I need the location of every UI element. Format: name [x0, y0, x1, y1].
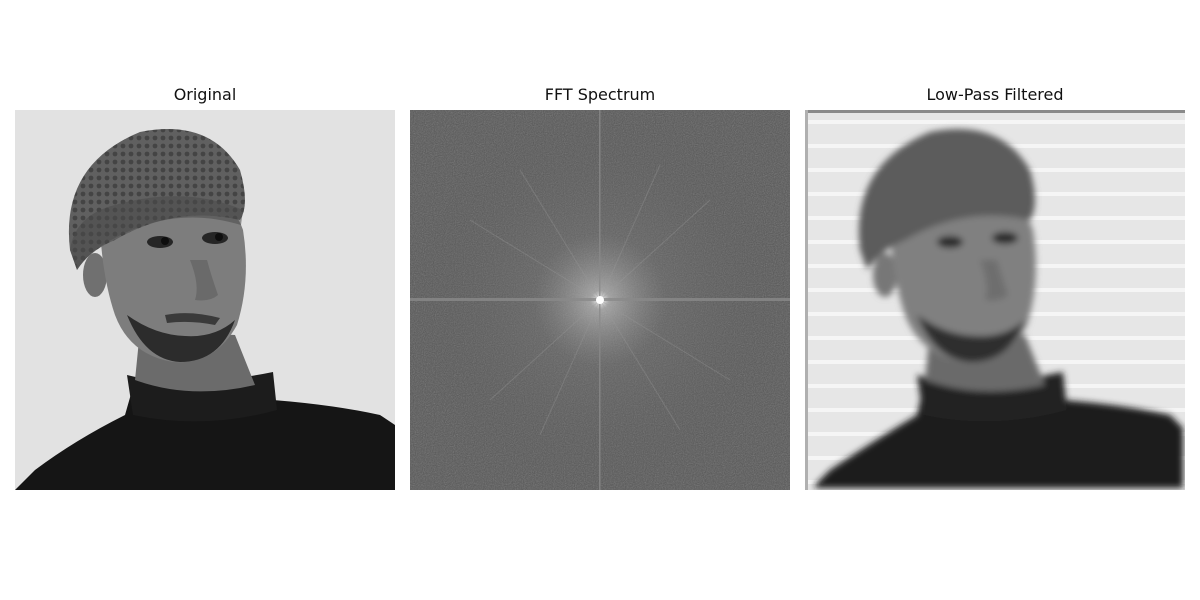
panel-title-fft: FFT Spectrum [544, 85, 656, 104]
fft-spectrum-image [410, 110, 790, 490]
panel-title-original: Original [173, 85, 237, 104]
panel-title-lowpass: Low-Pass Filtered [926, 85, 1064, 104]
original-image [15, 110, 395, 490]
lowpass-filtered-image [805, 110, 1185, 490]
panel-fft: FFT Spectrum [410, 80, 790, 492]
panel-original: Original [15, 80, 395, 492]
panel-lowpass: Low-Pass Filtered [805, 80, 1185, 492]
